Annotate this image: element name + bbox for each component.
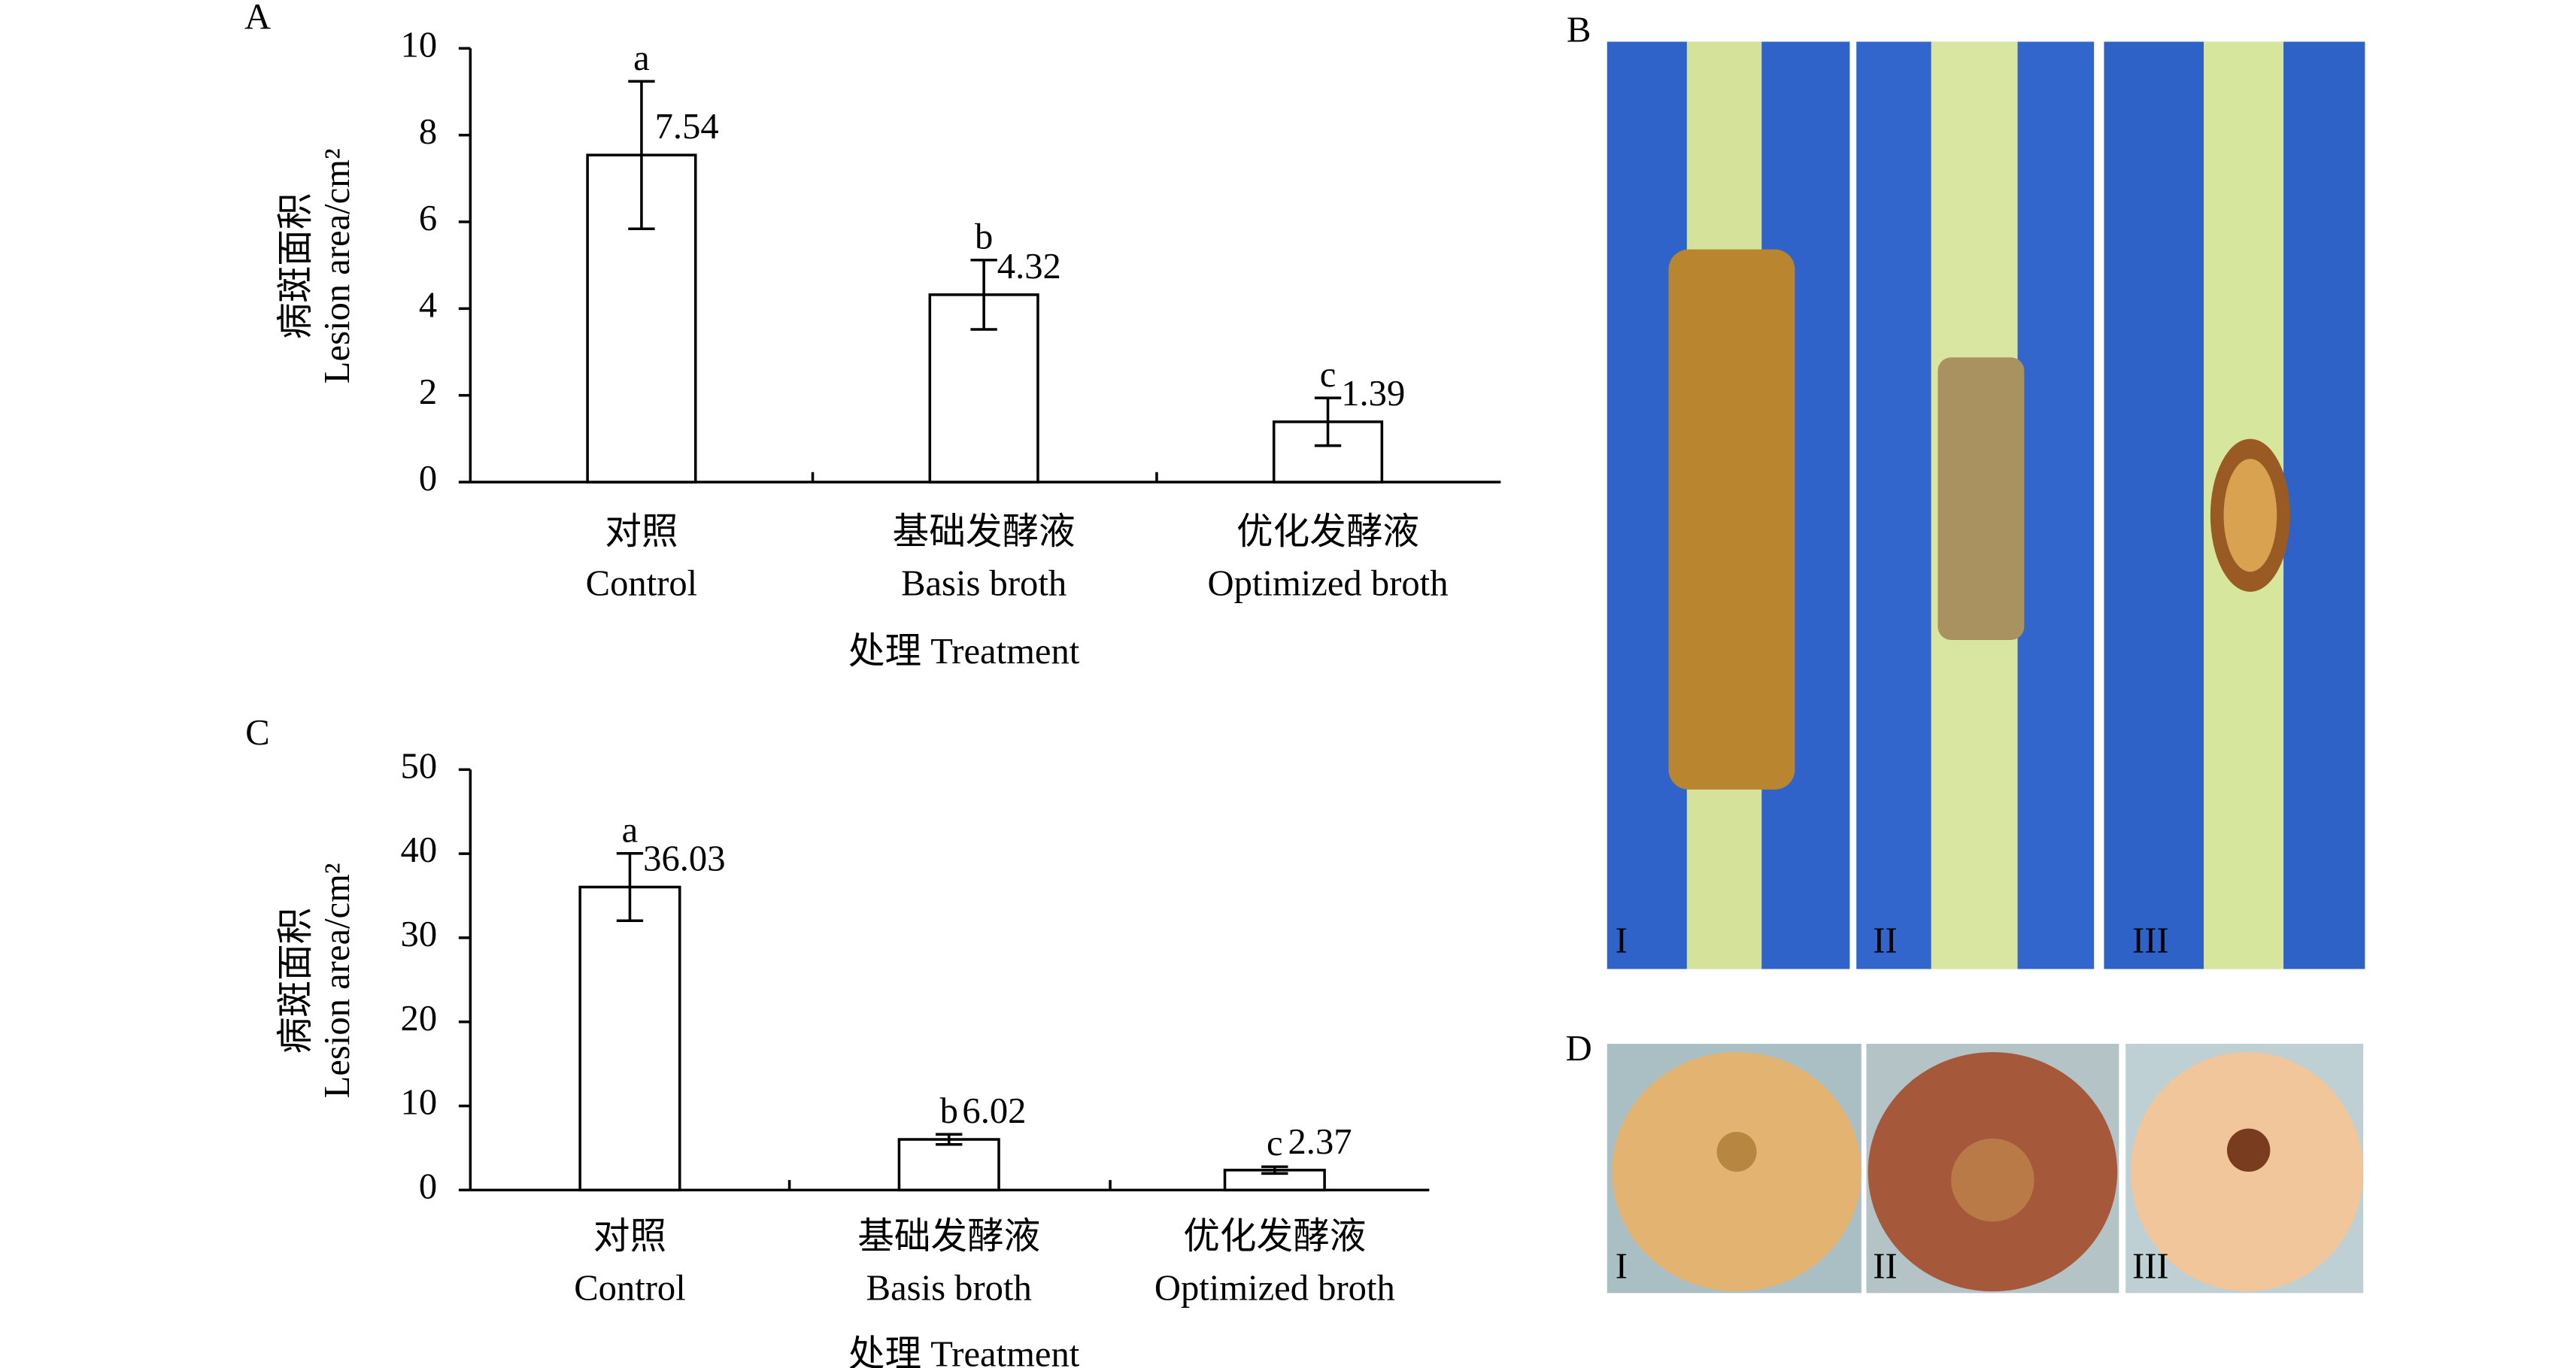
- x-tick-label: Basis broth: [901, 563, 1067, 603]
- bar: [897, 1138, 1000, 1192]
- x-tick-label: Control: [574, 1267, 686, 1308]
- y-axis-label: Lesion area/cm²: [317, 863, 357, 1099]
- panel-label: A: [244, 0, 271, 37]
- photo-caption: III: [2132, 1246, 2169, 1287]
- lesion: [2226, 1128, 2271, 1172]
- y-axis-label: 病斑面积: [275, 193, 316, 339]
- photo-caption: I: [1616, 1246, 1628, 1287]
- lesion: [1668, 249, 1795, 790]
- x-axis-label: 处理 Treatment: [848, 1334, 1080, 1368]
- y-tick-label: 0: [419, 1166, 437, 1207]
- x-tick-label: Control: [586, 563, 698, 603]
- photo-caption: I: [1616, 920, 1628, 960]
- significance-letter: c: [1320, 354, 1337, 395]
- significance-letter: c: [1267, 1123, 1283, 1163]
- photo-b: [1607, 41, 2365, 969]
- panel-label: B: [1567, 10, 1591, 50]
- y-tick-label: 10: [401, 24, 438, 65]
- y-tick-label: 40: [401, 830, 438, 870]
- value-label: 6.02: [962, 1090, 1026, 1131]
- y-axis-label: 病斑面积: [275, 908, 316, 1054]
- y-tick-label: 20: [401, 998, 438, 1039]
- y-axis-label: Lesion area/cm²: [317, 148, 357, 384]
- y-tick-label: 2: [419, 372, 437, 412]
- y-tick-label: 8: [419, 111, 437, 152]
- photo-d: [1607, 1043, 2364, 1294]
- lesion: [1951, 1138, 2034, 1222]
- x-tick-label: Basis broth: [866, 1267, 1032, 1308]
- significance-letter: a: [622, 809, 639, 850]
- y-tick-label: 10: [401, 1082, 438, 1123]
- apple: [2130, 1051, 2364, 1292]
- value-label: 4.32: [997, 246, 1061, 287]
- lesion: [2223, 459, 2277, 572]
- panel-label: C: [245, 712, 269, 753]
- x-tick-label: 基础发酵液: [893, 511, 1076, 552]
- lesion: [1937, 357, 2025, 640]
- photo-caption: II: [1873, 1246, 1897, 1287]
- x-tick-label: 基础发酵液: [857, 1216, 1040, 1257]
- x-tick-label: 对照: [605, 511, 678, 552]
- y-tick-label: 50: [401, 745, 438, 786]
- x-tick-label: Optimized broth: [1154, 1267, 1395, 1308]
- value-label: 36.03: [643, 839, 725, 879]
- significance-letter: b: [940, 1090, 958, 1131]
- value-label: 2.37: [1288, 1121, 1352, 1162]
- y-tick-label: 30: [401, 914, 438, 954]
- y-tick-label: 0: [419, 458, 437, 499]
- photo-caption: II: [1873, 920, 1897, 960]
- value-label: 7.54: [655, 106, 719, 147]
- y-tick-label: 4: [419, 284, 437, 325]
- bar: [578, 885, 681, 1192]
- value-label: 1.39: [1341, 373, 1405, 414]
- panel-label: D: [1566, 1028, 1592, 1069]
- significance-letter: a: [633, 38, 650, 78]
- x-tick-label: 对照: [593, 1216, 666, 1257]
- x-tick-label: 优化发酵液: [1183, 1216, 1366, 1257]
- x-tick-label: Optimized broth: [1208, 563, 1449, 603]
- x-tick-label: 优化发酵液: [1236, 511, 1419, 552]
- y-tick-label: 6: [419, 198, 437, 238]
- significance-letter: b: [975, 216, 993, 256]
- x-axis-label: 处理 Treatment: [848, 631, 1080, 672]
- lesion: [1716, 1132, 1757, 1172]
- photo-caption: III: [2132, 920, 2169, 960]
